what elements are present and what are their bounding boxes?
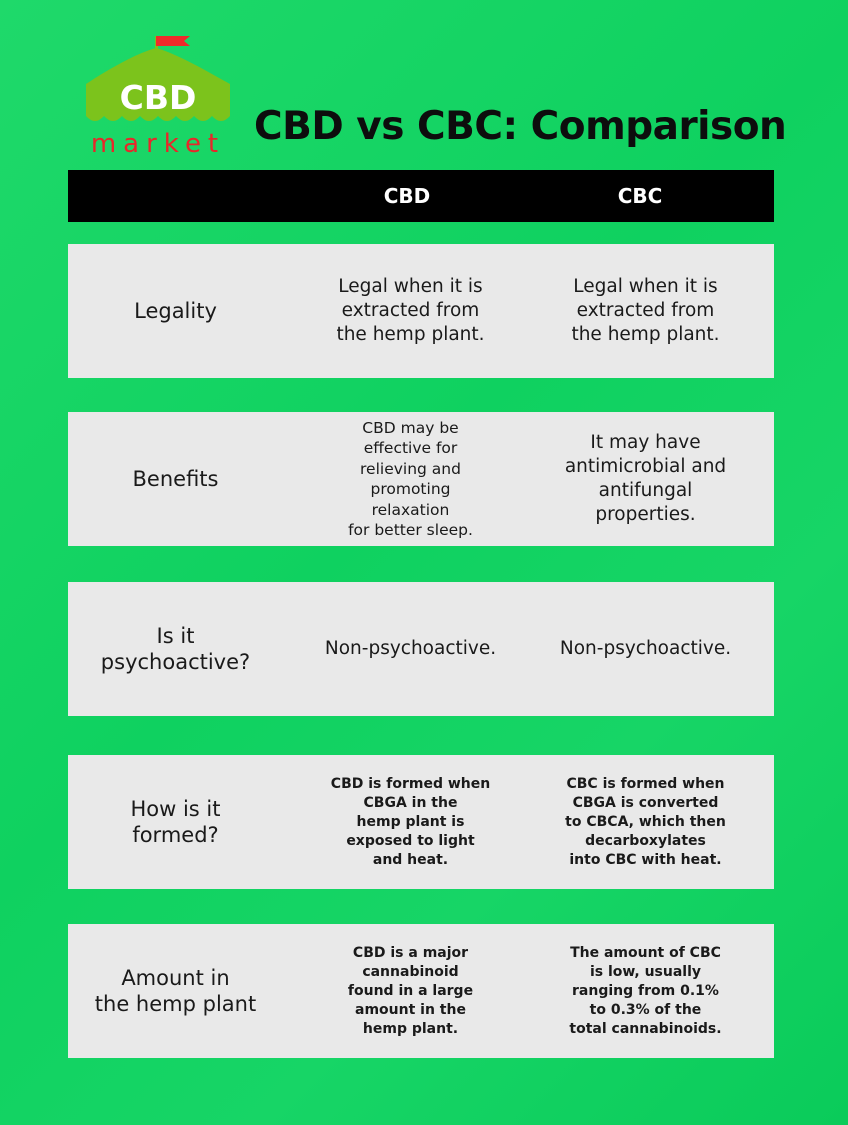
page-title: CBD vs CBC: Comparison: [254, 104, 787, 149]
cbc-cell: It may have antimicrobial and antifungal…: [564, 432, 727, 525]
table-header: CBD CBC: [68, 170, 774, 222]
table-row-psychoactive: Is it psychoactive? Non-psychoactive. No…: [68, 582, 774, 716]
row-label: How is it formed?: [130, 797, 221, 847]
row-label: Amount in the hemp plant: [94, 966, 257, 1016]
table-row-formation: How is it formed? CBD is formed when CBG…: [68, 755, 774, 889]
svg-text:market: market: [91, 129, 225, 159]
cbd-cell: Legal when it is extracted from the hemp…: [336, 276, 485, 345]
row-label: Is it psychoactive?: [100, 624, 251, 674]
cbd-cell: CBD is formed when CBGA in the hemp plan…: [330, 775, 491, 868]
table-row-legality: Legality Legal when it is extracted from…: [68, 244, 774, 378]
cbd-market-logo: CBD market: [84, 34, 234, 159]
cbd-cell: CBD may be effective for relieving and p…: [348, 418, 473, 540]
table-row-benefits: Benefits CBD may be effective for reliev…: [68, 412, 774, 546]
header-cbc: CBC: [617, 184, 663, 208]
cbd-cell: CBD is a major cannabinoid found in a la…: [347, 944, 474, 1037]
row-label: Benefits: [132, 467, 219, 491]
cbd-cell: Non-psychoactive.: [324, 638, 497, 659]
cbc-cell: The amount of CBC is low, usually rangin…: [569, 944, 722, 1037]
cbc-cell: Legal when it is extracted from the hemp…: [571, 276, 720, 345]
row-label: Legality: [134, 299, 217, 323]
svg-text:CBD: CBD: [120, 78, 197, 117]
header-cbd: CBD: [383, 184, 431, 208]
cbc-cell: CBC is formed when CBGA is converted to …: [565, 775, 726, 868]
table-row-amount: Amount in the hemp plant CBD is a major …: [68, 924, 774, 1058]
cbc-cell: Non-psychoactive.: [559, 638, 732, 659]
